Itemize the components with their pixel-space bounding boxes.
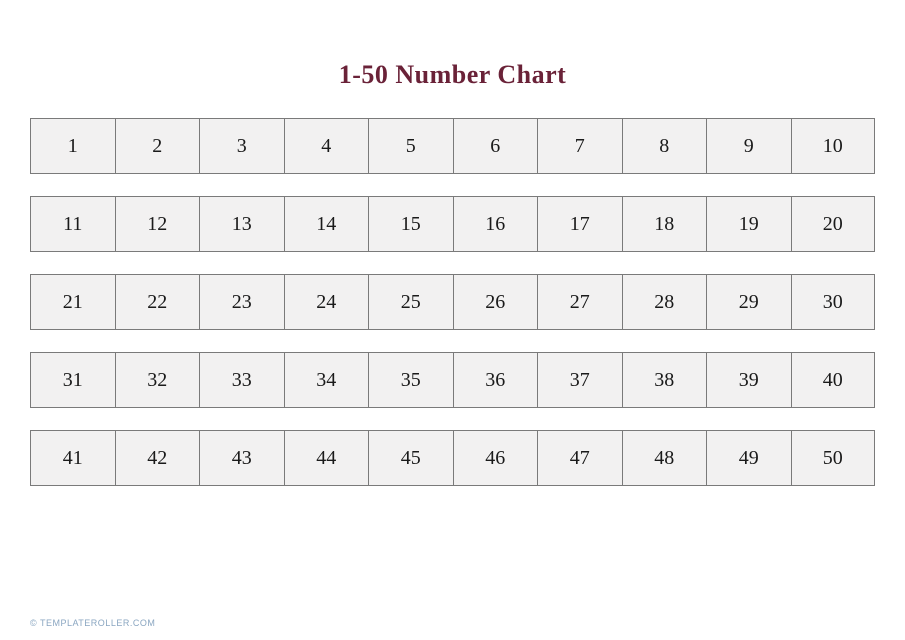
number-cell: 8 — [622, 118, 707, 174]
number-cell: 14 — [284, 196, 369, 252]
number-cell: 15 — [368, 196, 453, 252]
page-title: 1-50 Number Chart — [30, 60, 875, 90]
number-cell: 18 — [622, 196, 707, 252]
number-cell: 43 — [199, 430, 284, 486]
number-cell: 38 — [622, 352, 707, 408]
number-cell: 1 — [30, 118, 115, 174]
number-cell: 12 — [115, 196, 200, 252]
number-cell: 5 — [368, 118, 453, 174]
number-cell: 22 — [115, 274, 200, 330]
number-cell: 27 — [537, 274, 622, 330]
number-row: 31323334353637383940 — [30, 352, 875, 408]
number-cell: 7 — [537, 118, 622, 174]
number-cell: 41 — [30, 430, 115, 486]
footer-copyright: © TEMPLATEROLLER.COM — [30, 618, 155, 628]
number-row: 21222324252627282930 — [30, 274, 875, 330]
number-cell: 31 — [30, 352, 115, 408]
number-cell: 2 — [115, 118, 200, 174]
number-cell: 21 — [30, 274, 115, 330]
number-cell: 49 — [706, 430, 791, 486]
number-cell: 37 — [537, 352, 622, 408]
number-cell: 30 — [791, 274, 876, 330]
number-cell: 3 — [199, 118, 284, 174]
number-cell: 45 — [368, 430, 453, 486]
number-cell: 28 — [622, 274, 707, 330]
number-cell: 26 — [453, 274, 538, 330]
number-row: 41424344454647484950 — [30, 430, 875, 486]
number-cell: 42 — [115, 430, 200, 486]
number-cell: 25 — [368, 274, 453, 330]
number-cell: 34 — [284, 352, 369, 408]
number-cell: 32 — [115, 352, 200, 408]
number-cell: 17 — [537, 196, 622, 252]
number-cell: 4 — [284, 118, 369, 174]
number-cell: 47 — [537, 430, 622, 486]
number-chart: 1234567891011121314151617181920212223242… — [30, 118, 875, 486]
number-cell: 23 — [199, 274, 284, 330]
number-cell: 19 — [706, 196, 791, 252]
number-cell: 9 — [706, 118, 791, 174]
number-cell: 13 — [199, 196, 284, 252]
number-cell: 33 — [199, 352, 284, 408]
number-row: 12345678910 — [30, 118, 875, 174]
number-cell: 11 — [30, 196, 115, 252]
number-cell: 24 — [284, 274, 369, 330]
number-row: 11121314151617181920 — [30, 196, 875, 252]
number-cell: 46 — [453, 430, 538, 486]
number-cell: 50 — [791, 430, 876, 486]
number-cell: 36 — [453, 352, 538, 408]
number-cell: 39 — [706, 352, 791, 408]
number-cell: 20 — [791, 196, 876, 252]
number-cell: 29 — [706, 274, 791, 330]
number-cell: 48 — [622, 430, 707, 486]
number-cell: 40 — [791, 352, 876, 408]
number-cell: 44 — [284, 430, 369, 486]
page: 1-50 Number Chart 1234567891011121314151… — [0, 0, 905, 640]
number-cell: 6 — [453, 118, 538, 174]
number-cell: 35 — [368, 352, 453, 408]
number-cell: 16 — [453, 196, 538, 252]
number-cell: 10 — [791, 118, 876, 174]
